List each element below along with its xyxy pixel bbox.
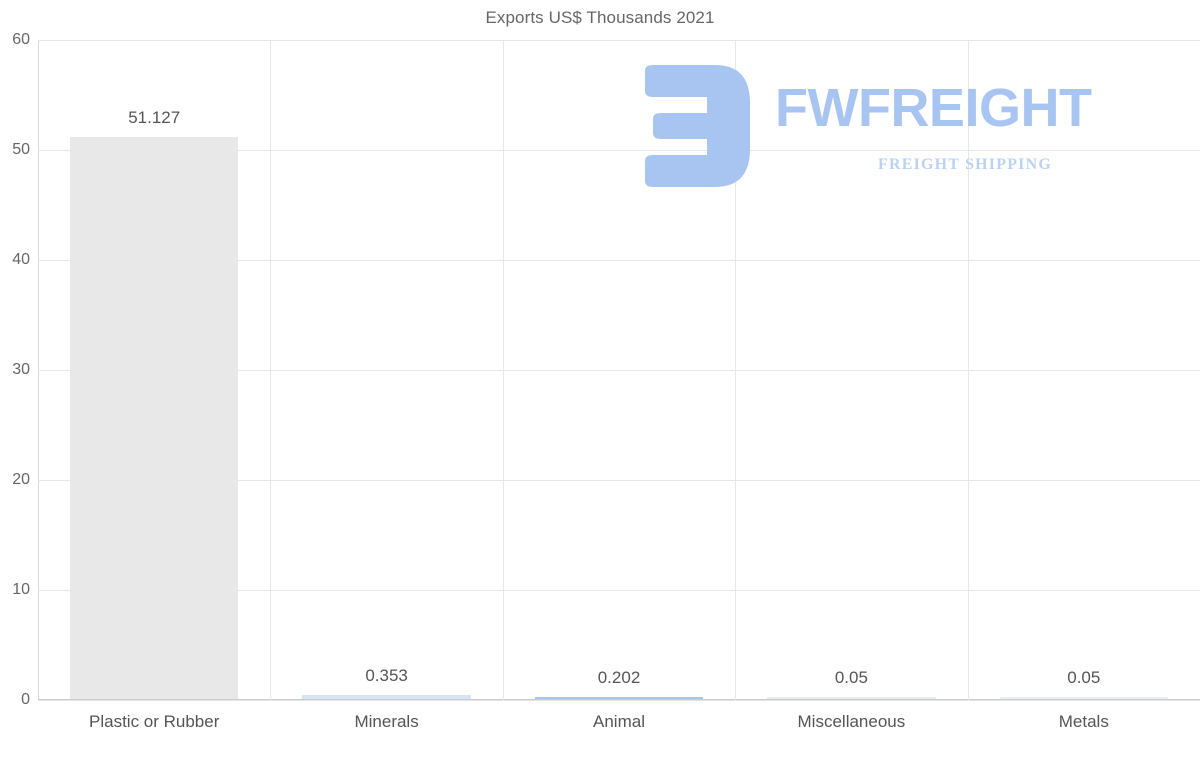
bar[interactable] xyxy=(302,695,471,699)
gridline-horizontal xyxy=(38,370,1200,371)
x-axis-line xyxy=(38,699,1200,700)
bar-value-label: 0.353 xyxy=(365,666,408,686)
gridline-horizontal xyxy=(38,480,1200,481)
y-axis-tick-label: 20 xyxy=(12,471,30,488)
x-axis-tick-label: Miscellaneous xyxy=(797,712,906,731)
gridline-horizontal xyxy=(38,150,1200,151)
bar[interactable] xyxy=(767,697,936,699)
chart-title: Exports US$ Thousands 2021 xyxy=(485,8,715,27)
y-axis-tick-label: 50 xyxy=(12,141,30,158)
y-axis-tick-label: 60 xyxy=(12,31,30,48)
gridline-horizontal xyxy=(38,590,1200,591)
x-axis-tick-label: Minerals xyxy=(354,712,419,731)
bar-value-label: 0.202 xyxy=(597,667,641,687)
gridline-horizontal xyxy=(38,260,1200,261)
y-axis-tick-label: 10 xyxy=(12,581,30,598)
bar-value-label: 0.05 xyxy=(1067,668,1101,687)
x-axis-tick-label: Animal xyxy=(593,712,645,731)
bar[interactable] xyxy=(69,136,239,699)
gridline-horizontal xyxy=(38,40,1200,41)
bar-value-label: 51.127 xyxy=(128,107,181,127)
gridline-horizontal xyxy=(38,700,1200,701)
y-axis-tick-label: 0 xyxy=(21,691,30,708)
gridline-vertical xyxy=(968,40,969,700)
x-axis-tick-label: Metals xyxy=(1058,712,1109,731)
gridline-vertical xyxy=(503,40,504,700)
gridline-vertical xyxy=(270,40,271,700)
bar-value-label: 0.05 xyxy=(834,668,868,687)
plot-area xyxy=(38,40,1200,701)
bar[interactable] xyxy=(999,697,1169,699)
x-axis-tick-label: Plastic or Rubber xyxy=(88,712,220,731)
gridline-vertical xyxy=(735,40,736,700)
y-axis-tick-label: 40 xyxy=(12,251,30,268)
y-axis-tick-label: 30 xyxy=(12,361,30,378)
bar[interactable] xyxy=(534,696,704,699)
